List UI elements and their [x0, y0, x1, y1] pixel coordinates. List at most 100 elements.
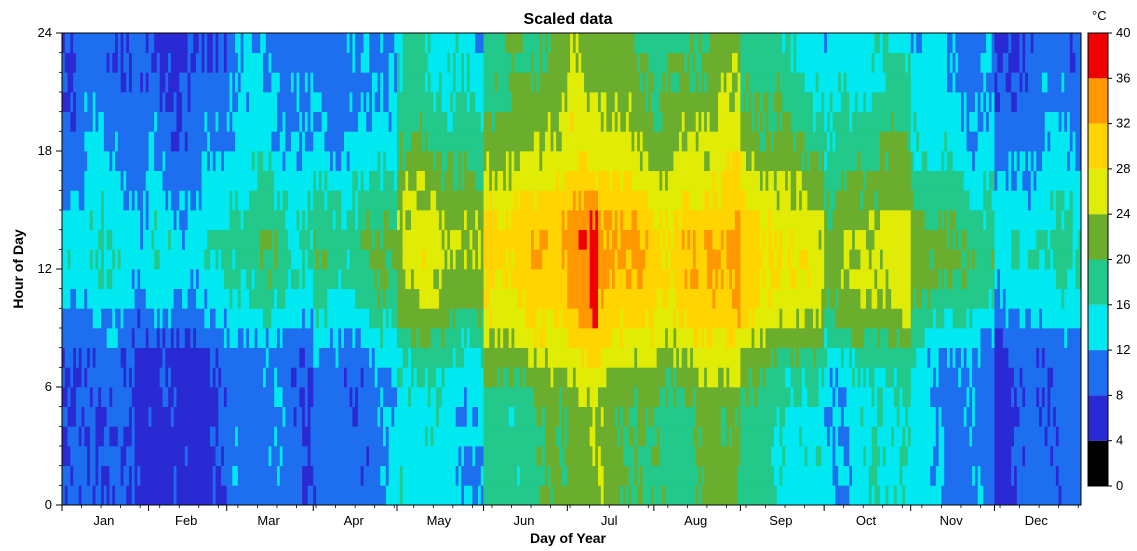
heatmap-cell [279, 328, 283, 349]
heatmap-cell [972, 151, 976, 172]
x-tick-label: Feb [175, 513, 197, 528]
heatmap-cell [232, 288, 239, 309]
heatmap-cell [480, 347, 484, 368]
heatmap-cell [790, 33, 794, 54]
heatmap-cell [304, 308, 311, 329]
heatmap-cell [81, 406, 85, 427]
heatmap-cell [785, 33, 791, 54]
heatmap-cell [419, 328, 431, 349]
heatmap-cell [145, 170, 163, 191]
heatmap-cell [477, 406, 484, 427]
heatmap-cell [606, 92, 616, 113]
heatmap-cell [952, 33, 956, 54]
heatmap-cell [645, 229, 649, 250]
heatmap-cell [441, 92, 451, 113]
heatmap-cell [452, 52, 456, 73]
heatmap-cell [617, 229, 621, 250]
heatmap-cell [768, 111, 778, 132]
heatmap-cell [424, 33, 429, 54]
heatmap-cell [464, 387, 468, 408]
heatmap-cell [653, 111, 663, 132]
heatmap-cell [394, 52, 398, 73]
heatmap-cell [84, 131, 105, 152]
x-tick-label: Apr [344, 513, 365, 528]
heatmap-cell [617, 406, 621, 427]
heatmap-cell [684, 111, 697, 132]
heatmap-cell [838, 367, 853, 388]
colorbar-bin [1088, 350, 1108, 396]
heatmap-cell [232, 190, 236, 211]
heatmap-cell [268, 328, 278, 349]
heatmap-cell [140, 269, 191, 290]
heatmap-cell [542, 308, 546, 329]
heatmap-cell [1072, 249, 1076, 270]
heatmap-cell [159, 72, 166, 93]
heatmap-cell [561, 249, 565, 270]
heatmap-cell [491, 190, 515, 211]
heatmap-cell [871, 52, 875, 73]
heatmap-cell [304, 210, 309, 231]
heatmap-cell [95, 347, 121, 368]
heatmap-cell [913, 111, 917, 132]
heatmap-cell [910, 387, 931, 408]
heatmap-cell [95, 406, 108, 427]
heatmap-cell [223, 308, 228, 329]
heatmap-cell [611, 170, 621, 191]
heatmap-cell [84, 406, 96, 427]
heatmap-cell [436, 190, 484, 211]
heatmap-cell [946, 347, 951, 368]
heatmap-cell [218, 367, 222, 388]
heatmap-cell [793, 52, 797, 73]
heatmap-cell [1027, 151, 1032, 172]
heatmap-cell [840, 92, 850, 113]
heatmap-cell [539, 229, 549, 250]
heatmap-cell [397, 367, 403, 388]
heatmap-cell [89, 465, 96, 486]
heatmap-cell [840, 347, 845, 368]
heatmap-cell [846, 387, 872, 408]
heatmap-cell [974, 406, 995, 427]
heatmap-cell [204, 249, 211, 270]
heatmap-cell [285, 288, 314, 309]
heatmap-cell [385, 485, 401, 506]
heatmap-cell [634, 131, 638, 152]
colorbar-tick-label: 4 [1116, 433, 1123, 448]
heatmap-cell [620, 111, 627, 132]
heatmap-cell [145, 33, 149, 54]
heatmap-cell [561, 92, 565, 113]
heatmap-cell [667, 249, 671, 270]
heatmap-cell [101, 485, 105, 506]
heatmap-cell [129, 33, 147, 54]
heatmap-cell [690, 229, 694, 250]
heatmap-cell [441, 72, 454, 93]
heatmap-cell [469, 72, 484, 93]
heatmap-cell [313, 367, 345, 388]
heatmap-cell [165, 72, 169, 93]
heatmap-cell [1019, 151, 1026, 172]
heatmap-cell [625, 269, 632, 290]
heatmap-cell [279, 131, 286, 152]
heatmap-cell [572, 33, 577, 54]
heatmap-cell [332, 210, 336, 231]
heatmap-cell [645, 92, 649, 113]
heatmap-cell [740, 426, 775, 447]
heatmap-cell [374, 92, 381, 113]
heatmap-cell [115, 249, 119, 270]
heatmap-cell [310, 190, 314, 211]
heatmap-cell [201, 52, 205, 73]
heatmap-cell [355, 328, 362, 349]
heatmap-cell [960, 347, 965, 368]
heatmap-cell [196, 52, 202, 73]
heatmap-cell [204, 33, 208, 54]
heatmap-cell [385, 151, 398, 172]
heatmap-cell [237, 465, 278, 486]
heatmap-cell [567, 328, 613, 349]
heatmap-cell [184, 446, 188, 467]
heatmap-cell [910, 111, 914, 132]
heatmap-cell [276, 249, 292, 270]
colorbar-bin [1088, 304, 1108, 351]
heatmap-cell [480, 249, 484, 270]
heatmap-cell [223, 269, 242, 290]
heatmap-cell [310, 229, 314, 250]
